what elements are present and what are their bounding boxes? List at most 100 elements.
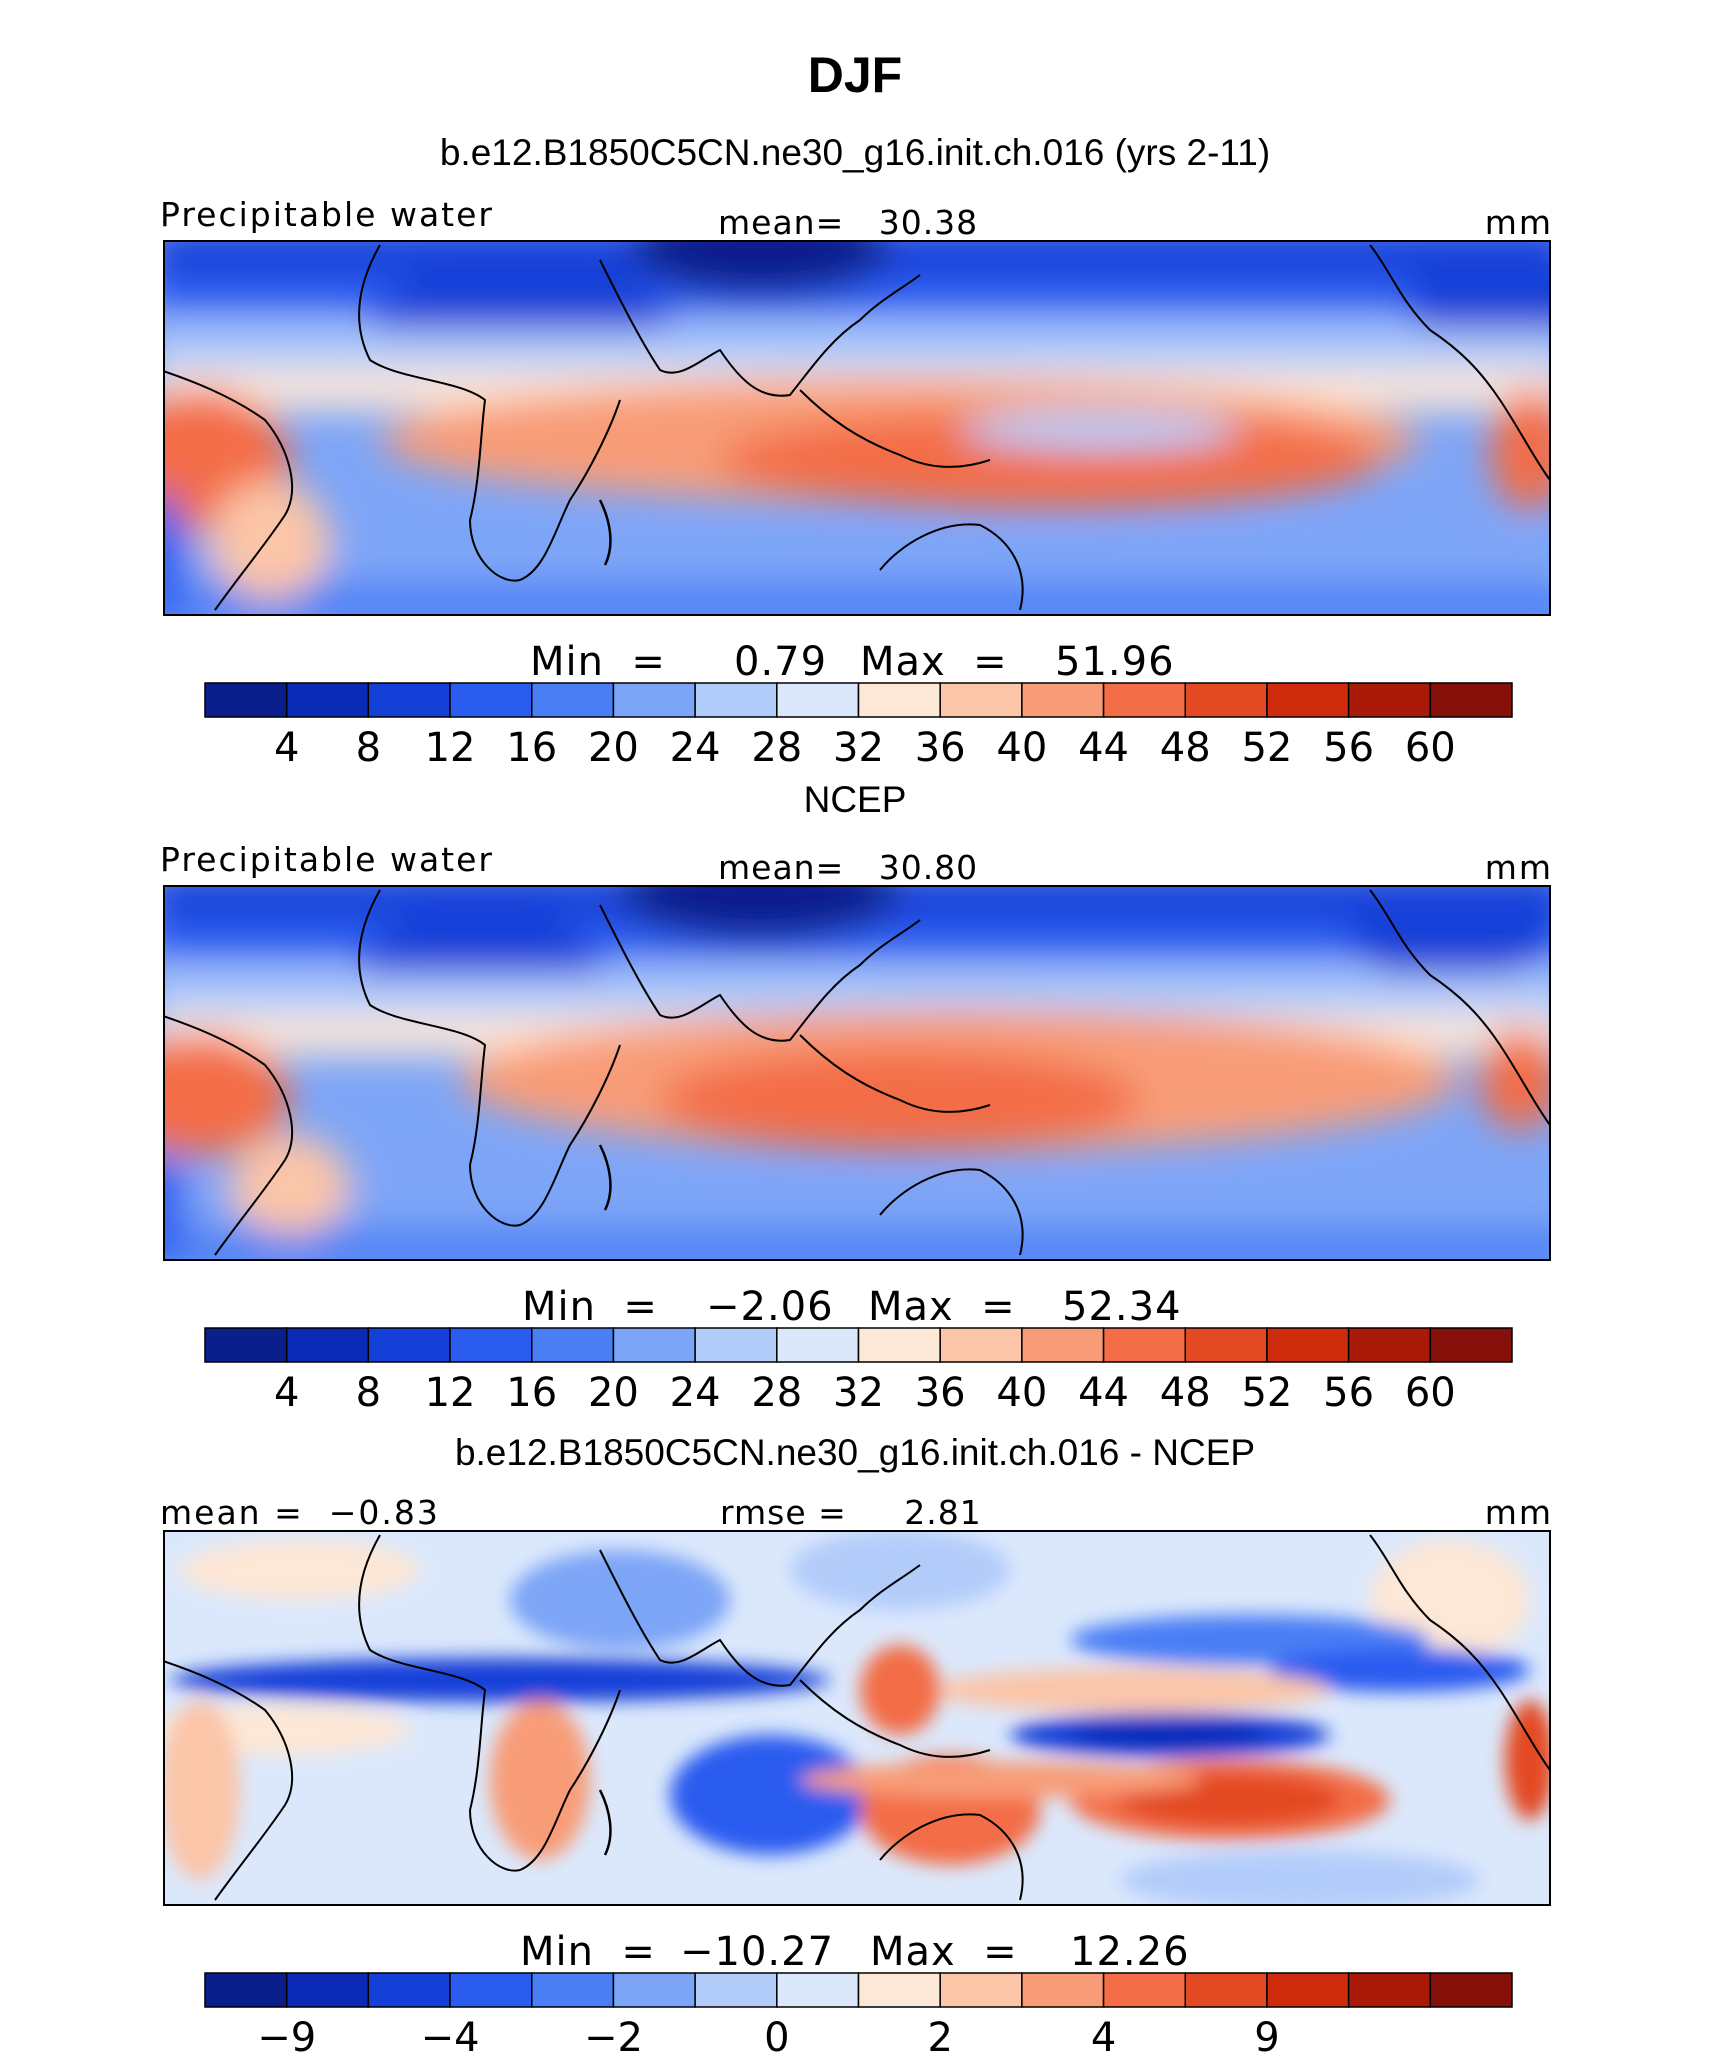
- colorbar-tick-label: 24: [670, 1370, 721, 1416]
- panel-model-mean-label: mean= 30.38: [718, 203, 978, 242]
- panel-difference-frame: [163, 1530, 1551, 1906]
- panel-difference-field: [164, 1531, 1550, 1905]
- panel-ncep-min-value: −2.06: [706, 1284, 834, 1330]
- panel-model-variable-label: Precipitable water: [160, 195, 494, 234]
- colorbar-box: [1347, 1327, 1432, 1363]
- figure-title: DJF: [808, 47, 902, 103]
- colorbar-tick-label: 0: [764, 2015, 789, 2061]
- colorbar-box: [1429, 1972, 1513, 2008]
- colorbar-box: [1266, 1972, 1350, 2008]
- colorbar-box: [776, 682, 860, 718]
- colorbar-box: [1429, 1327, 1513, 1363]
- colorbar-tick-label: 4: [1091, 2015, 1116, 2061]
- colorbar-box: [694, 682, 778, 718]
- colorbar-tick-label: 32: [833, 725, 884, 771]
- panel-difference-max-label: Max =: [870, 1929, 1018, 1975]
- panel-model-stats: Min = 0.79 Max = 51.96: [530, 639, 1175, 685]
- colorbar-box: [1102, 1327, 1186, 1363]
- panel-model-max-value: 51.96: [1055, 639, 1175, 685]
- colorbar-box: [1429, 682, 1513, 718]
- colorbar-box: [1102, 682, 1186, 718]
- colorbar-tick-label: 40: [996, 1370, 1047, 1416]
- colorbar-box: [204, 682, 288, 718]
- panel-model-min-label: Min =: [530, 639, 666, 685]
- colorbar-box: [1184, 682, 1268, 718]
- colorbar-tick-label: 48: [1160, 1370, 1211, 1416]
- colorbar-tick-label: 40: [996, 725, 1047, 771]
- colorbar-tick-label: 12: [425, 1370, 476, 1416]
- panel-difference-mean-label: mean = −0.83: [160, 1493, 440, 1532]
- colorbar-tick-label: 16: [506, 1370, 557, 1416]
- colorbar-tick-label: 52: [1241, 725, 1292, 771]
- colorbar-tick-label: 48: [1160, 725, 1211, 771]
- colorbar-box: [449, 1972, 533, 2008]
- panel-ncep-frame: [163, 885, 1551, 1261]
- colorbar-box: [612, 1972, 696, 2008]
- colorbar-box: [531, 1972, 615, 2008]
- colorbar-box: [939, 1327, 1023, 1363]
- colorbar-box: [204, 1972, 288, 2008]
- panel-difference-max-value: 12.26: [1070, 1929, 1190, 1975]
- colorbar-tick-label: 8: [356, 1370, 381, 1416]
- colorbar-box: [1347, 1972, 1432, 2008]
- colorbar-box: [367, 682, 451, 718]
- panel-ncep-max-value: 52.34: [1062, 1284, 1182, 1330]
- panel-model-min-value: 0.79: [734, 639, 827, 685]
- panel-difference-min-label: Min =: [520, 1929, 656, 1975]
- colorbar-tick-label: −9: [257, 2015, 316, 2061]
- colorbar-tick-label: 20: [588, 725, 639, 771]
- colorbar-tick-label: 60: [1405, 1370, 1456, 1416]
- colorbar-tick-label: −4: [421, 2015, 480, 2061]
- colorbar-box: [1266, 682, 1350, 718]
- colorbar-box: [694, 1972, 778, 2008]
- colorbar-tick-label: 60: [1405, 725, 1456, 771]
- colorbar-tick-label: 44: [1078, 725, 1129, 771]
- colorbar-box: [367, 1327, 451, 1363]
- colorbar-box: [204, 1327, 288, 1363]
- colorbar-box: [285, 682, 370, 718]
- colorbar-box: [939, 682, 1023, 718]
- colorbar-box: [1184, 1972, 1268, 2008]
- panel-model-title: b.e12.B1850C5CN.ne30_g16.init.ch.016 (yr…: [440, 132, 1270, 173]
- colorbar-tick-label: 4: [274, 1370, 299, 1416]
- colorbar-tick-label: 8: [356, 725, 381, 771]
- panel-difference-stats: Min = −10.27 Max = 12.26: [520, 1929, 1190, 1975]
- panel-difference-title: b.e12.B1850C5CN.ne30_g16.init.ch.016 - N…: [455, 1432, 1255, 1473]
- colorbar-tick-label: 24: [670, 725, 721, 771]
- panel-ncep-field: [164, 886, 1550, 1260]
- colorbar-tick-label: −2: [584, 2015, 643, 2061]
- panel-model-units: mm: [1485, 203, 1553, 242]
- panel-difference: b.e12.B1850C5CN.ne30_g16.init.ch.016 - N…: [160, 1432, 1551, 2061]
- colorbar-box: [1266, 1327, 1350, 1363]
- panel-model-max-label: Max =: [860, 639, 1008, 685]
- colorbar-tick-label: 52: [1241, 1370, 1292, 1416]
- panel-model-field: [164, 241, 1550, 615]
- panel-ncep-max-label: Max =: [868, 1284, 1016, 1330]
- colorbar-box: [1102, 1972, 1186, 2008]
- colorbar-tick-label: 44: [1078, 1370, 1129, 1416]
- panel-difference-min-value: −10.27: [680, 1929, 834, 1975]
- colorbar-box: [531, 682, 615, 718]
- colorbar-box: [939, 1972, 1023, 2008]
- colorbar-box: [531, 1327, 615, 1363]
- colorbar-tick-label: 56: [1323, 1370, 1374, 1416]
- panel-ncep-variable-label: Precipitable water: [160, 840, 494, 879]
- panel-difference-colorbar: −9 −4 −2 0 2 4 9: [204, 1972, 1513, 2061]
- colorbar-tick-label: 28: [751, 725, 802, 771]
- colorbar-tick-label: 12: [425, 725, 476, 771]
- colorbar-box: [449, 1327, 533, 1363]
- colorbar-box: [857, 1327, 941, 1363]
- colorbar-tick-label: 36: [915, 1370, 966, 1416]
- panel-model-frame: [163, 240, 1551, 616]
- panel-model-colorbar: 4 8 12 16 20 24 28 32 36 40 44 48 52 56 60: [204, 682, 1513, 771]
- colorbar-tick-label: 36: [915, 725, 966, 771]
- colorbar-box: [857, 682, 941, 718]
- colorbar-box: [449, 682, 533, 718]
- colorbar-tick-label: 20: [588, 1370, 639, 1416]
- panel-ncep-min-label: Min =: [522, 1284, 658, 1330]
- colorbar-tick-label: 2: [927, 2015, 952, 2061]
- colorbar-tick-label: 16: [506, 725, 557, 771]
- colorbar-tick-label: 9: [1254, 2015, 1279, 2061]
- panel-ncep-units: mm: [1485, 848, 1553, 887]
